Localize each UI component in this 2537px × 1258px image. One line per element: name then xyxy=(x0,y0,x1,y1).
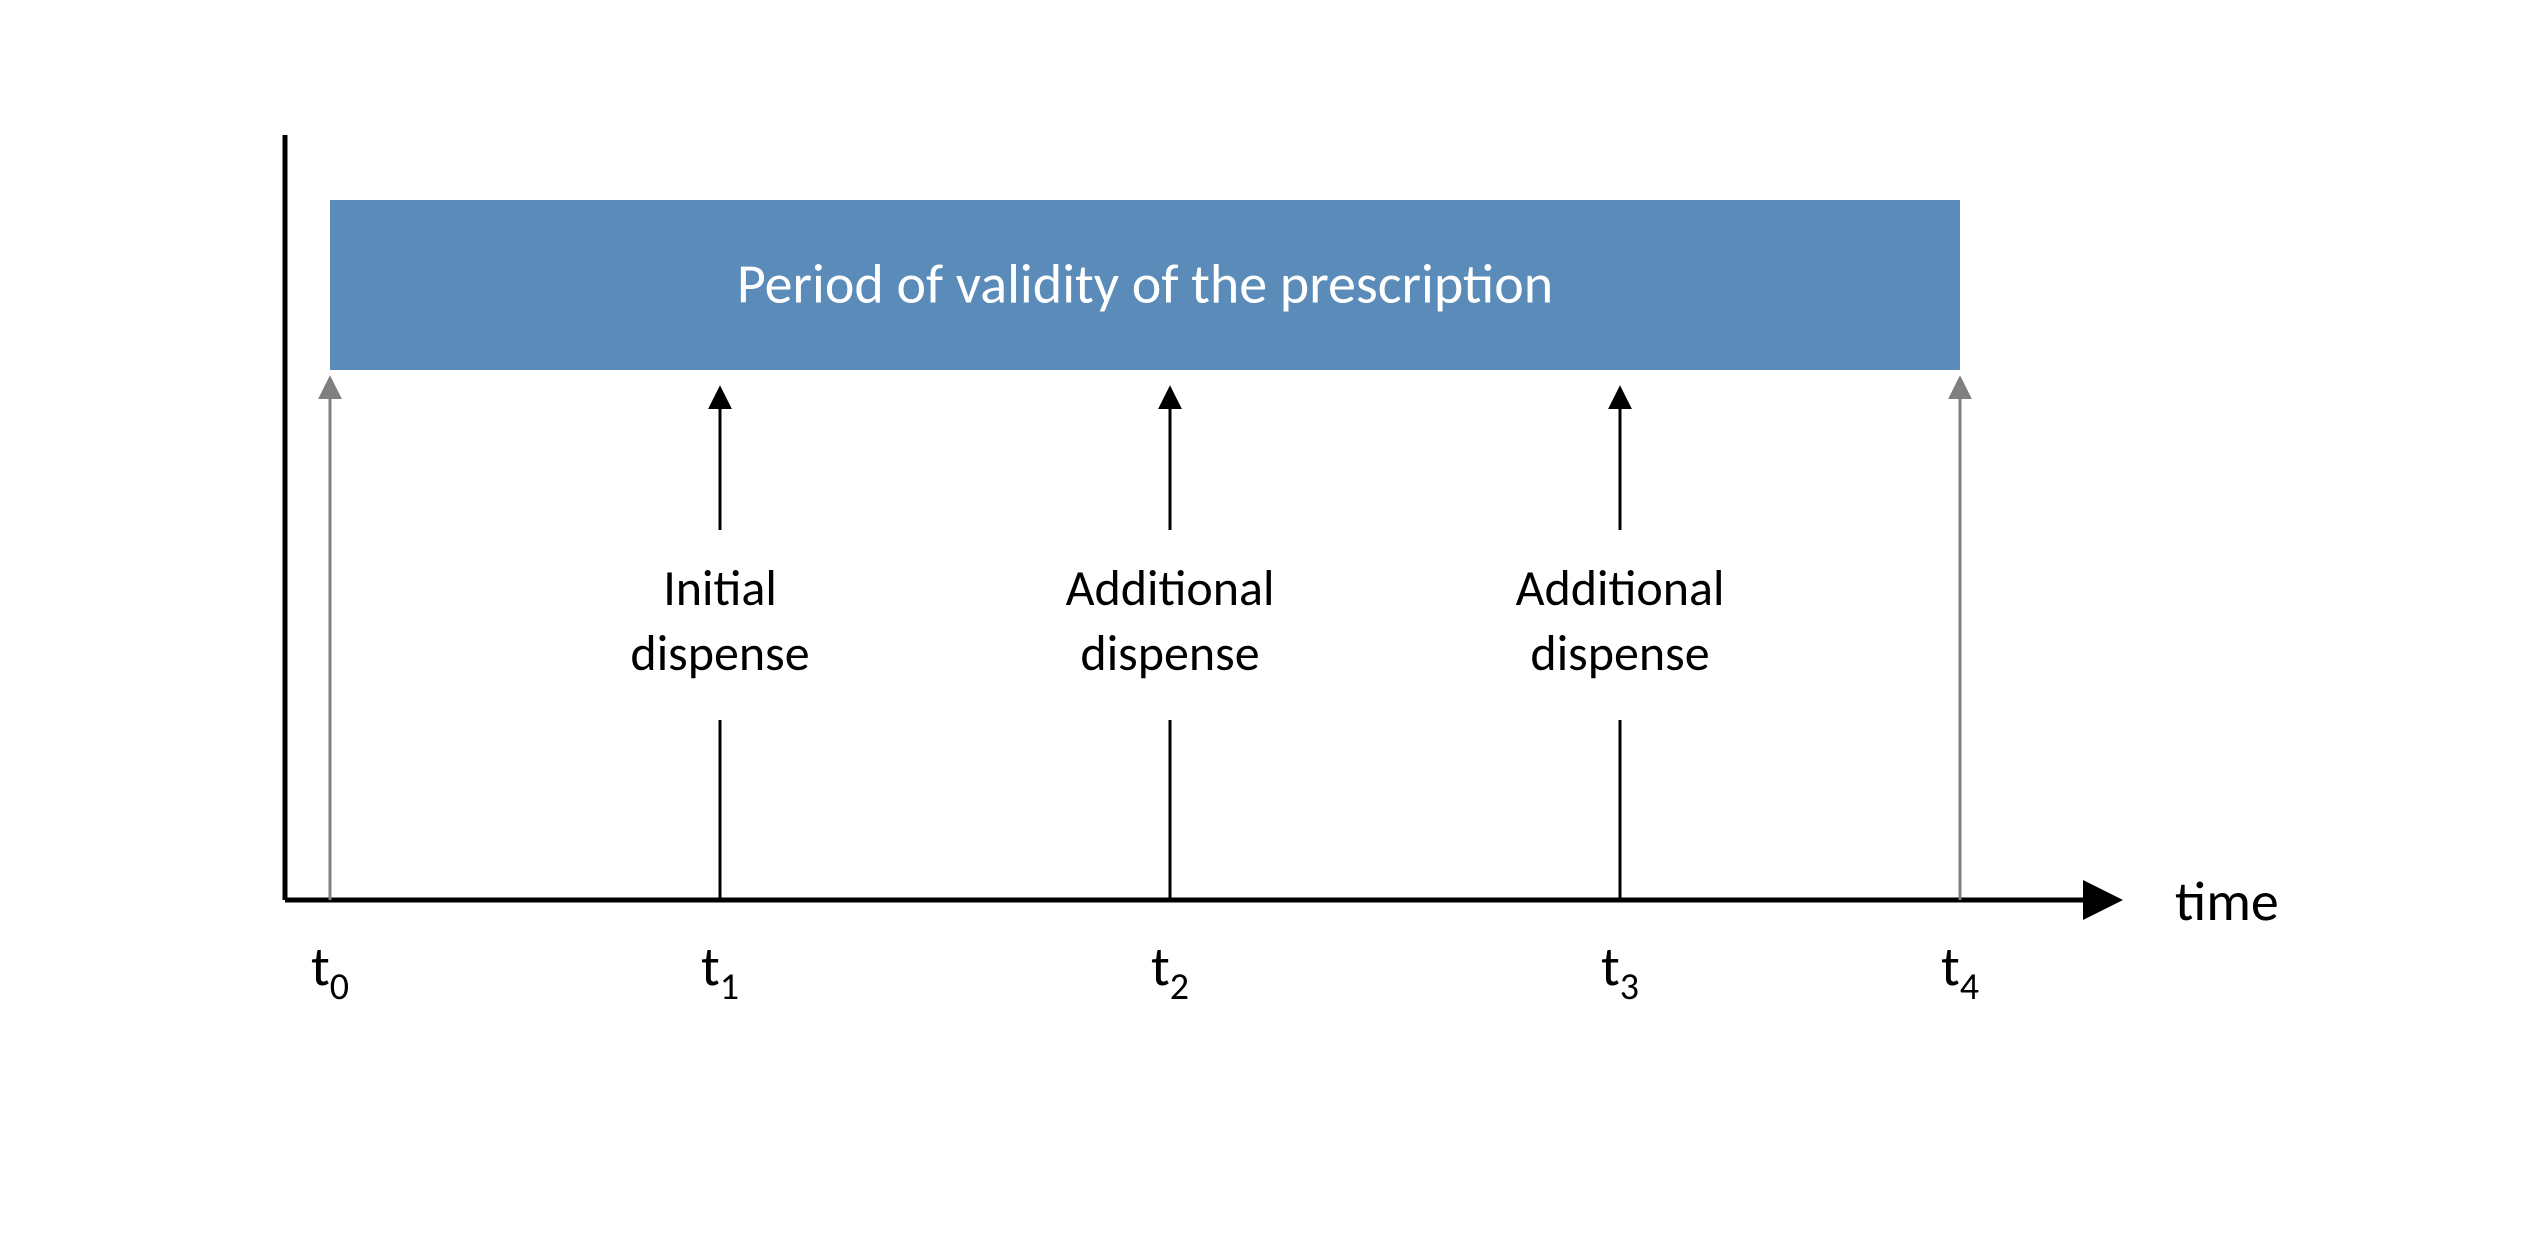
tick-label: t3 xyxy=(1601,933,1639,1010)
timeline-diagram: time Period of validity of the prescript… xyxy=(0,0,2537,1258)
validity-bar-label: Period of validity of the prescription xyxy=(737,250,1553,318)
event-label: dispense xyxy=(1530,623,1709,684)
events: InitialdispenseAdditionaldispenseAdditio… xyxy=(630,390,1724,900)
event-label: Additional xyxy=(1066,558,1275,619)
x-axis-label: time xyxy=(2175,868,2279,936)
tick-labels: t0 t1 t2 t3 t4 xyxy=(311,933,1979,1010)
tick-label: t0 xyxy=(311,933,349,1010)
tick-label: t2 xyxy=(1151,933,1189,1010)
event-label: dispense xyxy=(1080,623,1259,684)
event-label: dispense xyxy=(630,623,809,684)
event-label: Additional xyxy=(1516,558,1725,619)
tick-label: t1 xyxy=(701,933,739,1010)
tick-label: t4 xyxy=(1941,933,1979,1010)
event-label: Initial xyxy=(663,558,777,619)
